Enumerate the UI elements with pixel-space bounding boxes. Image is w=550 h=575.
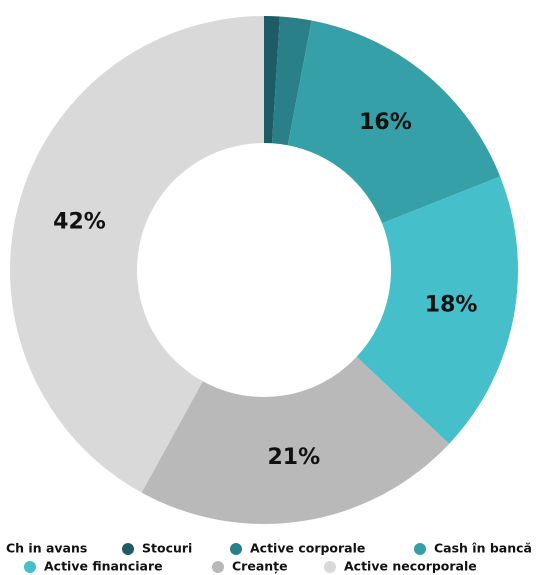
data-label: 16% bbox=[359, 110, 412, 135]
legend-marker bbox=[414, 543, 426, 555]
legend-label: Active corporale bbox=[250, 541, 365, 556]
data-label: 18% bbox=[425, 293, 478, 318]
legend-label: Active financiare bbox=[44, 559, 163, 574]
legend-label: Ch in avans bbox=[6, 541, 87, 556]
legend-marker bbox=[212, 561, 224, 573]
data-label: 21% bbox=[267, 445, 320, 470]
legend-label: Creanțe bbox=[232, 559, 288, 574]
data-label: 42% bbox=[53, 210, 106, 235]
legend-marker bbox=[24, 561, 36, 573]
donut-slice bbox=[264, 16, 280, 144]
legend-marker bbox=[122, 543, 134, 555]
donut-slice bbox=[287, 20, 501, 224]
legend-marker bbox=[230, 543, 242, 555]
donut-slice bbox=[356, 176, 519, 444]
donut-slice bbox=[9, 15, 264, 493]
legend-label: Stocuri bbox=[142, 541, 192, 556]
legend-label: Cash în bancă bbox=[434, 541, 532, 556]
donut-slice bbox=[141, 356, 450, 524]
legend-label: Active necorporale bbox=[344, 559, 477, 574]
donut-slice bbox=[271, 16, 312, 146]
legend-marker bbox=[324, 561, 336, 573]
